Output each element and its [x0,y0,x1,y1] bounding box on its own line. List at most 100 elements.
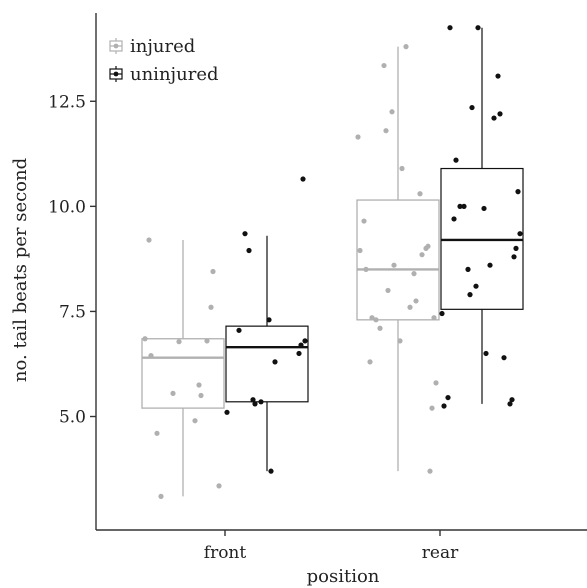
data-point [369,315,375,321]
data-point [429,405,435,411]
data-point [451,216,457,222]
data-point [216,483,222,489]
data-point [487,262,493,268]
data-point [142,336,148,342]
point-layer [142,25,523,499]
data-point [363,266,369,272]
data-point [266,317,272,323]
data-point [246,247,252,254]
x-axis-title: position [307,566,380,587]
data-point [296,350,302,357]
data-point [483,350,489,357]
data-point [381,62,387,69]
y-axis-title: no. tail beats per second [10,158,31,382]
tick-layer: 5.0 7.5 10.0 12.5 front rear [48,92,459,563]
data-point [497,111,503,117]
box [141,338,225,409]
data-point [357,247,363,254]
data-point [495,73,501,79]
x-tick-label: front [204,543,247,563]
data-point [453,157,459,163]
data-point [397,338,403,344]
data-point [268,468,274,474]
data-point [433,380,439,386]
data-point [170,390,176,396]
data-point [146,237,152,243]
data-point [423,245,429,251]
data-point [367,359,373,365]
data-point [507,401,513,407]
data-point [300,176,306,182]
data-point [411,271,417,277]
box [356,199,440,321]
data-point [272,359,278,365]
data-point [427,468,433,474]
data-point [469,104,475,111]
legend-key-point [113,71,119,77]
data-point [250,397,256,403]
data-point [148,352,154,359]
legend-label: uninjured [130,64,219,85]
data-point [196,382,202,388]
data-point [208,304,214,310]
data-point [511,254,517,260]
data-point [441,403,447,409]
legend: injured uninjured [109,36,219,85]
data-point [373,317,379,323]
data-point [407,304,413,310]
data-point [419,252,425,258]
data-point [467,292,473,298]
data-point [192,418,198,424]
data-point [509,397,515,403]
data-point [242,231,248,237]
data-point [413,298,419,304]
data-point [517,231,523,237]
data-point [377,325,383,331]
y-tick-label: 10.0 [48,197,86,217]
data-point [457,203,463,209]
data-point [236,327,242,333]
box-layer [141,27,524,497]
data-point [158,493,164,499]
data-point [447,25,453,31]
y-tick-label: 5.0 [59,408,86,428]
data-point [501,355,507,361]
data-point [445,394,451,401]
data-point [439,310,445,317]
data-point [417,191,423,197]
data-point [210,268,216,275]
y-tick-label: 12.5 [48,92,86,112]
data-point [515,189,521,195]
data-point [258,399,264,405]
data-point [204,338,210,344]
x-tick-label: rear [422,543,459,563]
data-point [431,315,437,321]
data-point [461,203,467,209]
data-point [473,283,479,289]
legend-key-point [113,43,119,49]
data-point [389,109,395,115]
data-point [298,342,304,348]
legend-label: injured [130,36,195,57]
data-point [475,25,481,31]
data-point [465,266,471,272]
data-point [154,430,160,436]
data-point [403,44,409,50]
data-point [383,128,389,134]
box [225,325,309,403]
data-point [385,287,391,294]
y-tick-label: 7.5 [59,302,86,322]
data-point [361,218,367,224]
data-point [224,409,230,415]
data-point [399,165,405,172]
data-point [302,338,308,344]
data-point [176,339,182,345]
data-point [252,401,258,407]
data-point [481,205,487,212]
data-point [513,245,519,251]
data-point [491,115,497,121]
data-point [355,134,361,140]
data-point [198,392,204,399]
data-point [391,262,397,268]
